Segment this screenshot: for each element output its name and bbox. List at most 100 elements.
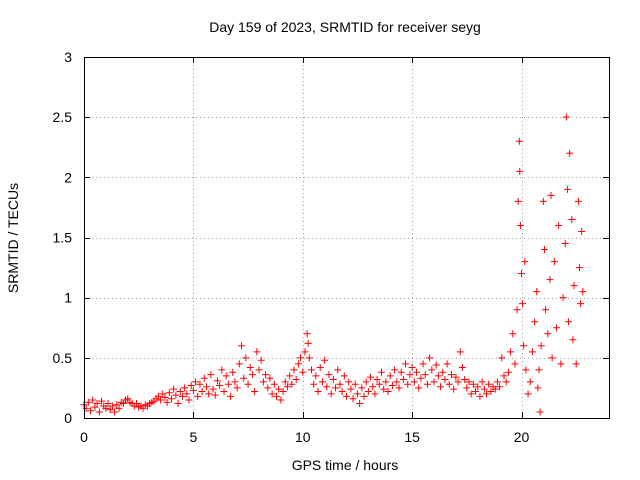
data-point — [108, 402, 116, 410]
data-point — [521, 258, 529, 266]
data-point — [264, 384, 272, 392]
data-point — [349, 395, 357, 403]
data-point — [87, 407, 95, 415]
data-point — [91, 403, 99, 411]
data-point — [343, 392, 350, 400]
data-point — [224, 380, 232, 388]
data-point — [329, 375, 337, 383]
data-point — [570, 282, 578, 290]
x-axis-label: GPS time / hours — [292, 457, 399, 473]
data-point — [113, 401, 121, 409]
data-point — [378, 368, 385, 376]
data-point — [434, 372, 442, 380]
data-point — [417, 374, 425, 382]
data-point — [364, 388, 372, 396]
data-point — [415, 384, 423, 392]
data-point — [248, 371, 256, 379]
data-point — [259, 378, 267, 386]
data-point — [297, 354, 305, 362]
data-point — [304, 339, 312, 347]
data-point — [211, 391, 219, 399]
data-point — [408, 363, 416, 371]
data-point — [504, 368, 512, 376]
data-point — [82, 404, 90, 412]
data-point — [159, 390, 167, 398]
x-tick-label: 10 — [295, 429, 311, 445]
data-point — [498, 354, 506, 362]
data-point — [133, 400, 140, 408]
data-point — [353, 390, 361, 398]
data-point — [469, 380, 477, 388]
data-point — [360, 392, 368, 400]
y-tick-label: 0 — [64, 410, 72, 426]
data-point — [220, 388, 228, 396]
data-point — [566, 149, 574, 157]
data-point — [528, 348, 536, 356]
data-point — [511, 360, 519, 368]
data-point — [437, 383, 445, 391]
y-tick-label: 3 — [64, 49, 72, 65]
data-point — [176, 388, 184, 396]
data-point — [553, 324, 560, 332]
data-point — [441, 375, 449, 383]
data-point — [577, 300, 585, 308]
y-tick-label: 1 — [64, 290, 72, 306]
data-point — [456, 348, 464, 356]
data-point — [452, 373, 460, 381]
data-point — [227, 392, 235, 400]
data-point — [513, 306, 521, 314]
x-tick-label: 0 — [80, 429, 88, 445]
data-point — [218, 366, 226, 374]
data-point — [198, 388, 206, 396]
data-point — [548, 354, 556, 362]
data-point — [89, 396, 97, 404]
data-point — [534, 384, 542, 392]
data-point — [290, 366, 298, 374]
data-point — [318, 378, 326, 386]
data-point — [384, 388, 392, 396]
data-point — [321, 356, 329, 364]
data-point — [563, 185, 571, 193]
data-point — [406, 371, 414, 379]
x-tick-label: 15 — [404, 429, 420, 445]
data-point — [487, 388, 495, 396]
data-point — [222, 372, 230, 380]
data-point — [347, 385, 355, 393]
data-point — [426, 354, 434, 362]
data-point — [391, 366, 399, 374]
data-point — [520, 342, 528, 350]
data-point — [189, 386, 197, 394]
data-point — [493, 378, 501, 386]
y-tick-label: 2 — [64, 169, 72, 185]
data-point — [356, 400, 364, 408]
data-point — [192, 378, 200, 386]
x-tick-labels: 0 5 10 15 20 — [80, 429, 529, 445]
grid — [84, 57, 609, 418]
data-point — [547, 191, 555, 199]
chart-title: Day 159 of 2023, SRMTID for receiver sey… — [209, 19, 481, 35]
data-point — [163, 398, 171, 406]
data-point — [207, 371, 215, 379]
data-point — [196, 380, 204, 388]
axis-ticks — [84, 57, 609, 419]
data-point — [404, 380, 412, 388]
data-point — [516, 221, 524, 229]
data-point — [281, 378, 289, 386]
data-point — [562, 113, 570, 121]
data-point — [325, 371, 333, 379]
data-point — [531, 318, 539, 326]
data-point — [178, 392, 186, 400]
data-point — [388, 382, 396, 390]
data-point — [439, 368, 447, 376]
data-point — [187, 382, 195, 390]
data-point — [283, 383, 291, 391]
data-point — [518, 270, 525, 278]
data-point — [419, 360, 427, 368]
data-point — [375, 380, 383, 388]
data-point — [371, 390, 379, 398]
data-point — [500, 372, 508, 380]
data-point — [216, 382, 224, 390]
data-point — [235, 360, 243, 368]
data-point — [292, 375, 300, 383]
data-point — [572, 360, 580, 368]
